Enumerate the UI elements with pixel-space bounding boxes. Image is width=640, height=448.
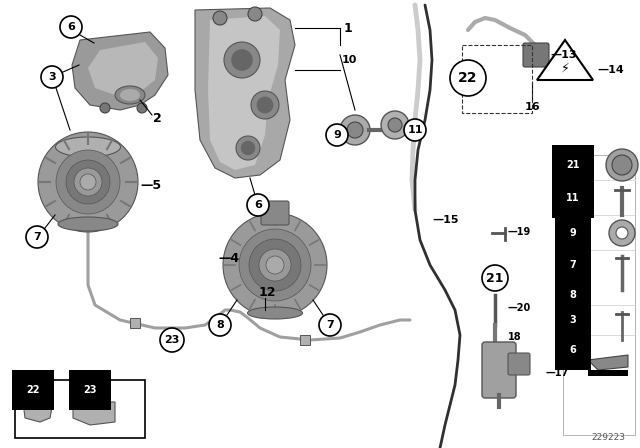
Bar	[300, 335, 310, 345]
Circle shape	[80, 174, 96, 190]
Circle shape	[66, 160, 110, 204]
Text: 6: 6	[67, 22, 75, 32]
Text: —4: —4	[218, 251, 239, 264]
FancyBboxPatch shape	[523, 43, 549, 67]
Circle shape	[209, 314, 231, 336]
Circle shape	[482, 265, 508, 291]
Text: 9: 9	[333, 130, 341, 140]
Text: 3: 3	[570, 315, 577, 325]
Bar	[462, 45, 532, 113]
Circle shape	[248, 7, 262, 21]
Circle shape	[259, 249, 291, 281]
Text: 8: 8	[570, 290, 577, 300]
Circle shape	[251, 91, 279, 119]
Circle shape	[257, 97, 273, 113]
Text: 2: 2	[152, 112, 161, 125]
Polygon shape	[537, 40, 593, 80]
Text: 6: 6	[570, 345, 577, 355]
Polygon shape	[23, 402, 53, 422]
Text: —19: —19	[508, 227, 531, 237]
Text: 229223: 229223	[591, 433, 625, 442]
Text: —17: —17	[546, 368, 569, 378]
Circle shape	[231, 49, 253, 71]
Bar	[15, 380, 145, 438]
Circle shape	[74, 168, 102, 196]
Text: 22: 22	[26, 385, 40, 395]
Circle shape	[249, 239, 301, 291]
Circle shape	[612, 155, 632, 175]
Ellipse shape	[120, 89, 140, 101]
Text: —20: —20	[508, 303, 531, 313]
Text: ⚡: ⚡	[561, 61, 570, 74]
Text: 8: 8	[216, 320, 224, 330]
Ellipse shape	[248, 307, 303, 319]
Text: 12: 12	[259, 285, 276, 298]
Text: 7: 7	[326, 320, 334, 330]
Circle shape	[100, 103, 110, 113]
Polygon shape	[195, 8, 295, 178]
Circle shape	[56, 150, 120, 214]
Circle shape	[41, 66, 63, 88]
Polygon shape	[72, 32, 168, 110]
Text: 21: 21	[566, 160, 580, 170]
Circle shape	[137, 103, 147, 113]
Circle shape	[239, 229, 311, 301]
Text: 7: 7	[570, 260, 577, 270]
Bar	[130, 318, 140, 328]
Circle shape	[388, 118, 402, 132]
FancyBboxPatch shape	[508, 353, 530, 375]
Circle shape	[404, 119, 426, 141]
Text: 18: 18	[508, 332, 522, 342]
Text: 11: 11	[566, 193, 580, 203]
Circle shape	[247, 194, 269, 216]
Circle shape	[224, 42, 260, 78]
Circle shape	[60, 16, 82, 38]
Circle shape	[616, 227, 628, 239]
Ellipse shape	[58, 217, 118, 231]
Text: 1: 1	[344, 22, 353, 34]
Circle shape	[236, 136, 260, 160]
Circle shape	[213, 11, 227, 25]
Bar	[563, 155, 635, 435]
Ellipse shape	[115, 86, 145, 104]
Circle shape	[326, 124, 348, 146]
Circle shape	[319, 314, 341, 336]
Text: 16: 16	[524, 102, 540, 112]
Circle shape	[266, 256, 284, 274]
Text: 10: 10	[341, 55, 356, 65]
Text: 21: 21	[486, 271, 504, 284]
Circle shape	[606, 149, 638, 181]
Circle shape	[223, 213, 327, 317]
Polygon shape	[208, 16, 280, 170]
FancyBboxPatch shape	[261, 201, 289, 225]
Bar	[588, 370, 628, 376]
Text: 23: 23	[164, 335, 180, 345]
Ellipse shape	[56, 137, 120, 157]
Circle shape	[347, 122, 363, 138]
Text: —13: —13	[550, 50, 577, 60]
Circle shape	[38, 132, 138, 232]
Text: 11: 11	[407, 125, 423, 135]
Text: —5: —5	[140, 178, 161, 191]
Text: 7: 7	[33, 232, 41, 242]
Circle shape	[160, 328, 184, 352]
Polygon shape	[73, 402, 115, 425]
Circle shape	[609, 220, 635, 246]
Text: —15: —15	[432, 215, 458, 225]
Circle shape	[241, 141, 255, 155]
Polygon shape	[588, 355, 628, 370]
Circle shape	[26, 226, 48, 248]
Circle shape	[381, 111, 409, 139]
Text: 22: 22	[458, 71, 477, 85]
Text: 3: 3	[48, 72, 56, 82]
Circle shape	[450, 60, 486, 96]
Text: 9: 9	[570, 228, 577, 238]
Circle shape	[340, 115, 370, 145]
Polygon shape	[88, 42, 158, 95]
Text: 6: 6	[254, 200, 262, 210]
FancyBboxPatch shape	[482, 342, 516, 398]
Text: —14: —14	[597, 65, 624, 75]
Text: 23: 23	[83, 385, 97, 395]
